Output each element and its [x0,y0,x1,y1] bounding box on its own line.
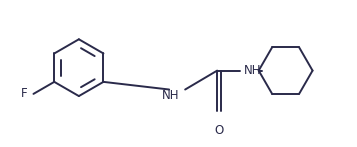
Text: NH: NH [162,89,179,102]
Text: NH: NH [243,64,261,77]
Text: F: F [21,87,27,100]
Text: O: O [215,125,223,137]
